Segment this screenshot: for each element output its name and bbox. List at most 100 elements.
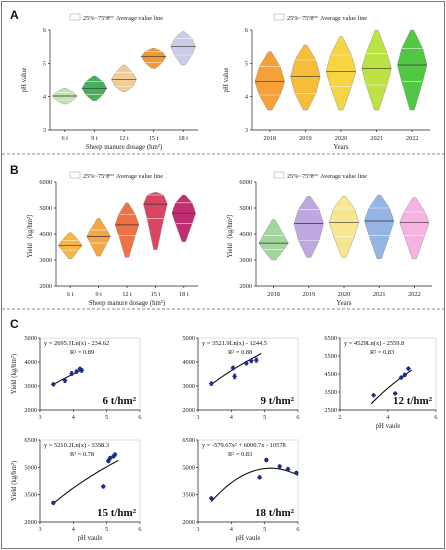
legend-a-left: 25%~75% Average value line — [69, 13, 163, 22]
violin-body — [329, 196, 359, 258]
y-tick-label: 4000 — [24, 359, 37, 366]
x-tick-label: 12 t — [119, 135, 129, 142]
violin-body — [171, 194, 196, 242]
y-tick-label: 3000 — [239, 257, 252, 264]
legend-swatch-iqr — [273, 13, 285, 21]
y-tick-label: 6500 — [24, 437, 37, 444]
violin-chart-yield-by-dosage: 2000 3000 4000 5000 6000 6 t 9 t 12 t 15 t 18 t Sh… — [26, 179, 198, 307]
data-point — [398, 375, 404, 381]
y-tick-label: 6500 — [182, 437, 195, 444]
x-tick-label: 3 — [196, 414, 199, 421]
legend-b-left: 25%~75% Average value line — [69, 171, 163, 180]
x-tick-label: 4 — [72, 526, 76, 533]
x-tick-label: 5 — [263, 414, 266, 421]
x-tick-label: 2022 — [406, 135, 419, 142]
x-tick-label: 6 — [138, 414, 141, 421]
x-tick-label: 2021 — [370, 135, 383, 142]
regression-equation: y = 4529Ln(x) - 2559.8 — [344, 340, 404, 347]
dose-label: 9 t/hm² — [260, 395, 294, 407]
x-tick-label: 5 — [105, 414, 108, 421]
x-tick-label: 9 t — [95, 291, 102, 298]
x-tick-label: 6 — [434, 414, 437, 421]
y-tick-label: 6 — [43, 27, 46, 34]
legend-a-right: 25%~75% Average value line — [273, 13, 367, 22]
data-point — [257, 474, 263, 480]
x-tick-label: 3 — [38, 414, 41, 421]
x-axis-label: Sheep manure dosage (hm²) — [89, 300, 165, 307]
y-tick-label: 2000 — [24, 519, 37, 526]
r-squared-label: R² = 0.88 — [228, 349, 252, 356]
regression-equation: y = 3521.9Ln(x) - 1244.5 — [202, 340, 267, 347]
data-point — [277, 463, 283, 469]
violin-chart-ph-by-year: 3 4 5 6 2018 2019 2020 2021 2022 Years pH value — [223, 27, 430, 151]
y-tick-label: 2000 — [239, 283, 252, 290]
y-tick-label: 3 — [43, 127, 46, 134]
data-point — [232, 373, 238, 379]
regression-equation: y = 2695.1Ln(x) - 234.62 — [44, 340, 109, 347]
data-point — [405, 366, 411, 372]
legend-iqr-label: 25%~75% — [83, 15, 110, 22]
scatter-chart-12t: 2500 3500 4500 5500 6500 2 4 6 y = 4529Ln(x) - 2… — [324, 335, 437, 430]
data-point — [248, 358, 254, 364]
data-point — [371, 392, 377, 398]
violin-body — [293, 196, 324, 258]
y-tick-label: 2000 — [39, 283, 52, 290]
y-tick-label: 6000 — [239, 179, 252, 186]
x-axis-label: Years — [336, 300, 352, 307]
y-tick-label: 4000 — [239, 231, 252, 238]
scatter-chart-9t: 2000 3000 4000 5000 3 4 5 6 y = 3521.9Ln(x) - 12… — [182, 335, 299, 421]
dose-label: 18 t/hm² — [255, 507, 295, 519]
y-axis-label: Yield（kg/hm²） — [26, 210, 34, 258]
data-point — [50, 500, 56, 506]
y-tick-label: 4500 — [324, 371, 337, 378]
fit-curve — [210, 353, 262, 385]
y-axis-label: Yield (kg/hm²) — [11, 354, 18, 394]
x-tick-label: 9 t — [91, 135, 98, 142]
legend-iqr-label: 25%~75% — [287, 15, 314, 22]
x-tick-label: 15 t — [149, 135, 159, 142]
y-tick-label: 5 — [43, 60, 46, 67]
x-tick-label: 4 — [386, 414, 390, 421]
y-tick-label: 2500 — [324, 407, 337, 414]
x-tick-label: 4 — [72, 414, 76, 421]
x-tick-label: 15 t — [151, 291, 161, 298]
data-point — [62, 377, 68, 384]
y-tick-label: 2000 — [182, 519, 195, 526]
data-point — [402, 372, 408, 378]
x-tick-label: 6 — [296, 414, 299, 421]
x-axis-label: pH vaule — [376, 423, 401, 430]
y-tick-label: 2000 — [182, 407, 195, 414]
y-axis-label: pH value — [223, 68, 230, 93]
r-squared-label: R² = 0.78 — [70, 451, 94, 458]
data-point — [112, 452, 118, 458]
violin-body — [115, 202, 139, 258]
x-tick-label: 6 t — [62, 135, 69, 142]
y-tick-label: 4 — [245, 94, 249, 101]
panel-label-b: B — [10, 163, 19, 177]
scatter-chart-6t: 2000 3000 4000 5000 3 4 5 6 y = 2695.1Ln(x) - 23… — [11, 335, 142, 421]
scatter-chart-18t: 2000 3500 5000 6500 3 4 5 6 y = -579.67x² + 6000… — [182, 437, 299, 542]
violin-body — [254, 51, 285, 111]
x-tick-label: 5 — [105, 526, 108, 533]
x-axis-label: Years — [333, 144, 349, 151]
x-tick-label: 2019 — [303, 291, 316, 298]
y-tick-label: 4000 — [39, 231, 52, 238]
r-squared-label: R² = 0.83 — [370, 349, 394, 356]
legend-swatch-iqr — [69, 171, 81, 179]
y-tick-label: 3500 — [324, 389, 337, 396]
y-tick-label: 4000 — [182, 359, 195, 366]
fit-curve — [52, 459, 119, 504]
x-tick-label: 2021 — [373, 291, 386, 298]
data-point — [50, 381, 56, 387]
y-tick-label: 3000 — [24, 383, 37, 390]
data-point — [243, 360, 249, 366]
violin-body — [111, 64, 137, 92]
dose-label: 6 t/hm² — [102, 395, 136, 407]
y-tick-label: 2000 — [24, 407, 37, 414]
regression-equation: y = 5210.2Ln(x) - 3358.3 — [44, 442, 109, 449]
dose-label: 12 t/hm² — [393, 395, 433, 407]
x-tick-label: 2022 — [408, 291, 421, 298]
x-tick-label: 18 t — [178, 135, 188, 142]
x-tick-label: 2018 — [264, 135, 277, 142]
